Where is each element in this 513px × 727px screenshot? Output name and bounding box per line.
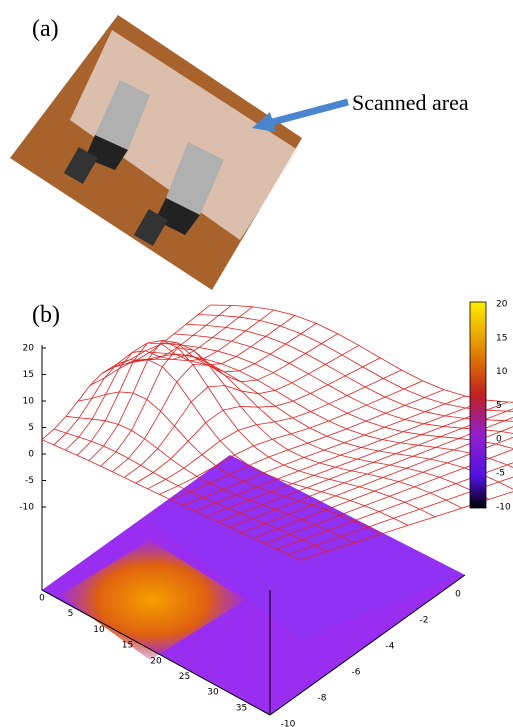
colorbar-tick-label: 15	[496, 333, 507, 343]
z-tick-label: -10	[19, 503, 34, 513]
z-tick-label: 0	[28, 450, 34, 460]
x-tick-label: 0	[39, 594, 45, 604]
y-tick-label: -6	[352, 668, 361, 678]
mesh-line	[42, 305, 210, 440]
y-tick-label: -2	[420, 616, 429, 626]
panel-label: (a)	[32, 16, 59, 42]
mesh-line	[77, 310, 274, 455]
annotation: Scanned area	[352, 90, 469, 115]
mesh-line	[114, 343, 462, 508]
colorbar-tick-label: 10	[496, 367, 508, 377]
y-tick-label: -10	[281, 720, 296, 727]
z-tick-label: 5	[28, 423, 34, 433]
mesh-line	[89, 315, 295, 460]
z-tick-label: 20	[23, 344, 35, 354]
mesh-line	[150, 352, 513, 482]
figure: (a) Scanned area (b) 20 15 10 5 0 -5 -10 20 15 10…	[0, 0, 513, 727]
z-tick-label: 15	[23, 370, 34, 380]
x-tick-label: 10	[93, 625, 105, 635]
x-tick-label: 25	[179, 672, 190, 682]
x-tick-label: 35	[236, 703, 247, 713]
photo	[10, 15, 302, 290]
mesh-line	[65, 307, 252, 450]
x-tick-label: 5	[68, 609, 74, 619]
y-tick-label: -8	[318, 694, 327, 704]
y-tick-label: -4	[386, 642, 395, 652]
mesh-line	[148, 370, 402, 489]
colorbar	[470, 302, 486, 508]
arrow	[265, 102, 348, 124]
x-tick-label: 30	[207, 688, 219, 698]
colorbar-tick-label: 20	[496, 300, 508, 310]
z-tick-label: -5	[25, 476, 34, 486]
y-tick-label: 0	[455, 590, 461, 600]
colorbar-tick-label: -10	[496, 502, 511, 512]
colorbar-tick-label: 5	[496, 401, 502, 411]
colorbar-tick-label: 0	[496, 435, 502, 445]
panel-label: (b)	[32, 302, 60, 328]
mesh-line	[162, 343, 513, 473]
x-tick-label: 20	[150, 656, 162, 666]
z-tick-label: 10	[23, 397, 35, 407]
x-tick-label: 15	[122, 641, 133, 651]
colorbar-tick-label: -5	[496, 469, 505, 479]
mesh-line	[101, 323, 317, 466]
